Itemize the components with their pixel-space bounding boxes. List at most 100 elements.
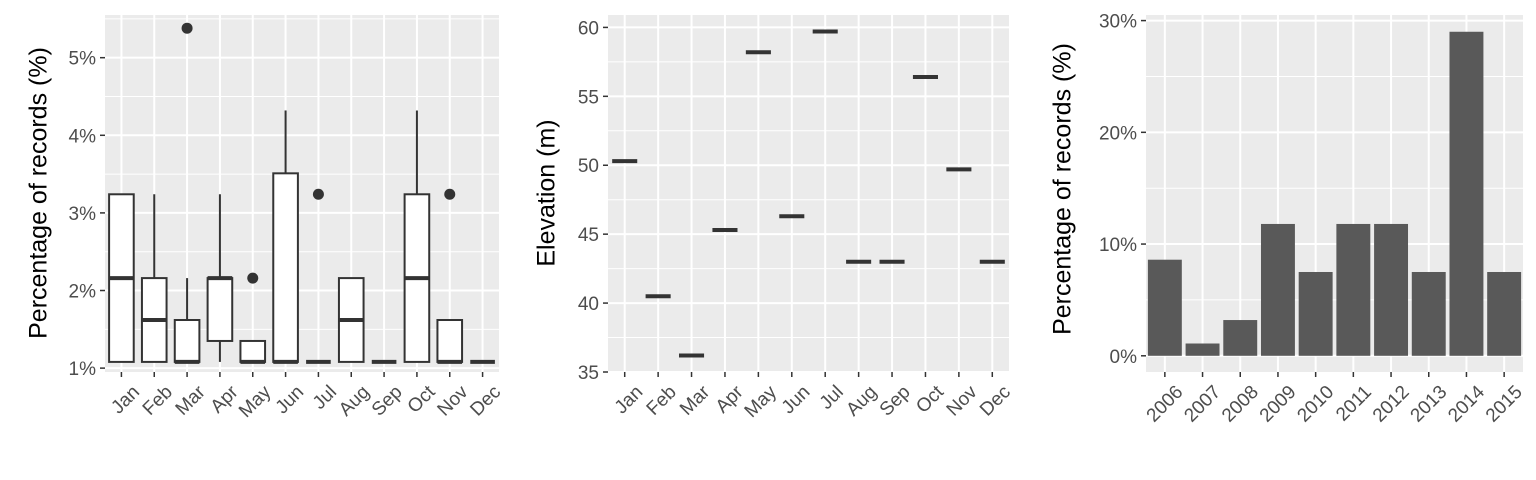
x-tick-label: Oct: [404, 381, 440, 417]
bar-2012: [1374, 223, 1409, 356]
tick-marks: [1141, 19, 1505, 377]
x-tick-label: Nov: [943, 381, 982, 420]
y-tick-label: 5%: [69, 49, 97, 70]
interquartile-box: [436, 319, 464, 363]
x-tick-label: Jan: [107, 382, 144, 419]
x-tick-label: Aug: [842, 382, 881, 421]
bars: [1147, 31, 1522, 356]
box-apr: [206, 194, 234, 362]
bar-2007: [1185, 343, 1220, 356]
y-tick-label: 45: [578, 225, 599, 246]
bar-2006: [1147, 259, 1182, 356]
x-tick-label: Mar: [172, 381, 210, 419]
x-tick-label: Apr: [712, 381, 748, 417]
bar-2011: [1336, 223, 1371, 356]
tick-marks: [100, 56, 484, 377]
y-tick-labels: 1% 2% 3% 4% 5%: [69, 49, 97, 380]
x-tick-label: Nov: [434, 381, 473, 420]
y-axis-title: Percentage of records (%): [1049, 43, 1077, 335]
bar-2014: [1449, 31, 1484, 356]
interquartile-box: [239, 339, 267, 363]
interquartile-box: [206, 277, 234, 342]
boxes: [108, 22, 495, 364]
plot-background: [608, 15, 1009, 372]
x-tick-label: 2014: [1444, 381, 1489, 426]
x-tick-label: Jun: [272, 382, 309, 419]
box-aug: [337, 277, 365, 363]
x-tick-label: Apr: [207, 381, 243, 417]
x-tick-label: Sep: [368, 382, 407, 421]
gridlines: [608, 15, 1009, 373]
y-tick-label: 60: [578, 18, 599, 39]
y-tick-label: 40: [578, 294, 599, 315]
y-tick-label: 20%: [1099, 123, 1137, 144]
plot-background: [105, 15, 499, 372]
y-tick-label: 0%: [1110, 347, 1138, 368]
x-tick-label: 2009: [1256, 382, 1301, 427]
x-tick-label: Jul: [309, 382, 341, 414]
bar-2013: [1411, 271, 1446, 356]
x-tick-label: Jan: [611, 382, 648, 419]
y-tick-labels: 0% 10% 20% 30%: [1099, 12, 1137, 368]
x-tick-label: Aug: [335, 382, 374, 421]
box-jul: [306, 188, 331, 364]
box-may: [239, 272, 267, 364]
interquartile-box: [272, 172, 299, 363]
y-tick-label: 4%: [69, 126, 97, 147]
x-tick-label: Jun: [778, 382, 815, 419]
outlier-point: [247, 272, 259, 284]
x-tick-label: 2011: [1332, 382, 1376, 426]
y-tick-label: 55: [578, 87, 599, 108]
bar-2010: [1298, 271, 1333, 356]
y-tick-label: 3%: [69, 204, 97, 225]
x-tick-label: May: [741, 381, 782, 422]
yearly-percentage-bar-chart: 0% 10% 20% 30% 2006200720082009201020112012…: [1049, 12, 1527, 427]
y-tick-label: 50: [578, 156, 599, 177]
y-axis-title: Percentage of records (%): [25, 47, 53, 339]
x-tick-label: May: [235, 381, 276, 422]
y-tick-label: 2%: [69, 282, 97, 303]
x-tick-label: Dec: [976, 382, 1015, 421]
x-tick-label: 2015: [1482, 382, 1527, 427]
y-tick-label: 30%: [1099, 12, 1137, 33]
x-tick-label: 2006: [1143, 382, 1188, 427]
x-tick-label: Feb: [139, 382, 177, 420]
boxes: [612, 29, 1005, 358]
y-tick-label: 10%: [1099, 235, 1137, 256]
x-tick-label: Sep: [876, 382, 915, 421]
x-tick-label: 2007: [1180, 382, 1225, 427]
x-tick-label: 2013: [1407, 382, 1452, 427]
bar-2009: [1260, 223, 1295, 356]
y-tick-label: 35: [578, 363, 599, 384]
tick-marks: [603, 26, 994, 377]
box-nov: [436, 188, 464, 364]
box-mar: [173, 22, 201, 364]
x-tick-label: Mar: [676, 381, 714, 419]
interquartile-box: [173, 319, 201, 363]
bar-2008: [1223, 320, 1258, 356]
outlier-point: [444, 188, 456, 200]
bar-2015: [1487, 271, 1522, 356]
x-tick-label: Dec: [466, 382, 505, 421]
y-tick-label: 1%: [69, 359, 97, 380]
x-tick-label: 2012: [1369, 382, 1414, 427]
y-axis-title: Elevation (m): [533, 119, 561, 266]
box-jun: [272, 110, 299, 364]
x-tick-label: Oct: [912, 381, 948, 417]
x-tick-label: Feb: [643, 382, 681, 420]
box-feb: [140, 194, 168, 363]
outlier-point: [312, 188, 324, 200]
x-tick-label: Jul: [816, 382, 848, 414]
box-jan: [108, 193, 135, 363]
y-tick-labels: 35 40 45 50 55 60: [578, 18, 599, 384]
box-oct: [403, 110, 431, 363]
x-tick-label: 2008: [1218, 382, 1263, 427]
x-tick-label: 2010: [1293, 382, 1338, 427]
outlier-point: [181, 22, 193, 34]
